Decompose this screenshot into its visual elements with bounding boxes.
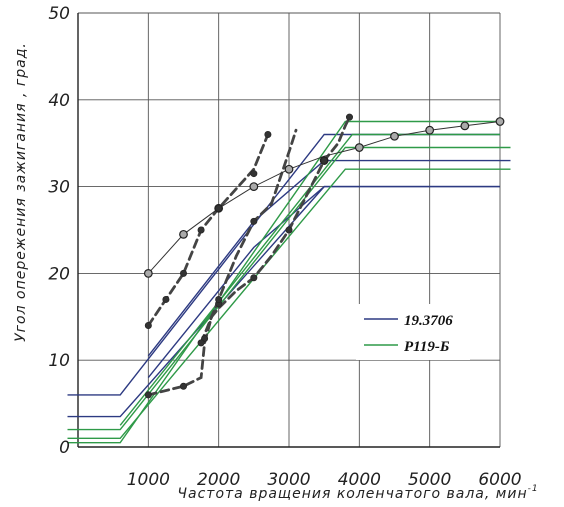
x-axis-title-sup: -1 (528, 484, 539, 494)
data-point-filled (250, 274, 258, 282)
x-axis-title-main: Частота вращения коленчатого вала, мин (177, 486, 527, 502)
data-point-filled (215, 204, 223, 212)
data-point-open (143, 269, 153, 278)
data-point-filled (180, 382, 188, 390)
y-tick-label: 10 (48, 351, 70, 371)
data-point-filled (197, 226, 205, 234)
x-tick-label: 2000 (197, 470, 240, 490)
data-point-filled (215, 295, 223, 303)
legend-background (356, 304, 470, 360)
x-axis-title: Частота вращения коленчатого вала, мин-1 (177, 484, 538, 502)
data-point-filled (197, 339, 205, 347)
y-tick-label: 40 (48, 91, 70, 111)
y-tick-label: 20 (48, 264, 70, 284)
series-line-green-5 (67, 146, 511, 431)
legend: 19.3706 Р119-Б (356, 304, 470, 360)
data-point-open (460, 121, 470, 131)
data-point-open (179, 229, 188, 239)
data-point-open (249, 182, 259, 192)
data-point-open (354, 143, 364, 152)
data-point-filled (180, 269, 188, 277)
data-point-filled (264, 131, 272, 139)
data-point-filled (285, 226, 293, 234)
plot-frame (77, 13, 500, 448)
series-line-green-7 (119, 133, 500, 426)
x-tick-label: 5000 (408, 470, 451, 490)
x-tick-label: 4000 (338, 470, 381, 490)
data-point-filled (345, 113, 353, 121)
data-point-open (284, 164, 294, 174)
series-line-thin-11 (147, 121, 501, 274)
x-tick-label: 6000 (478, 470, 521, 490)
series-line-blue-2 (147, 159, 511, 357)
tick-labels: 0 10 20 30 40 50 1000 2000 3000 4000 5000 6000 (48, 4, 521, 490)
data-point-open (425, 125, 435, 135)
y-axis-title: Угол опережения зажигания , град. (13, 42, 29, 342)
y-tick-label: 30 (48, 178, 70, 198)
data-point-open (390, 131, 399, 141)
x-tick-label: 1000 (127, 470, 170, 490)
data-point-filled (162, 295, 170, 303)
y-tick-label: 50 (48, 4, 70, 24)
x-tick-label: 3000 (267, 470, 310, 490)
legend-label-r119-b: Р119-Б (404, 339, 450, 355)
markers-group (143, 113, 505, 399)
data-point-filled (144, 321, 152, 329)
series-line-green-6 (67, 120, 500, 444)
data-point-filled (144, 391, 152, 399)
data-point-open (495, 117, 505, 126)
data-point-filled (250, 217, 258, 225)
y-tick-label: 0 (59, 438, 70, 458)
data-point-filled (320, 157, 328, 165)
series-line-green-4 (67, 168, 511, 439)
legend-label-19-3706: 19.3706 (404, 313, 453, 329)
data-point-filled (250, 170, 258, 178)
